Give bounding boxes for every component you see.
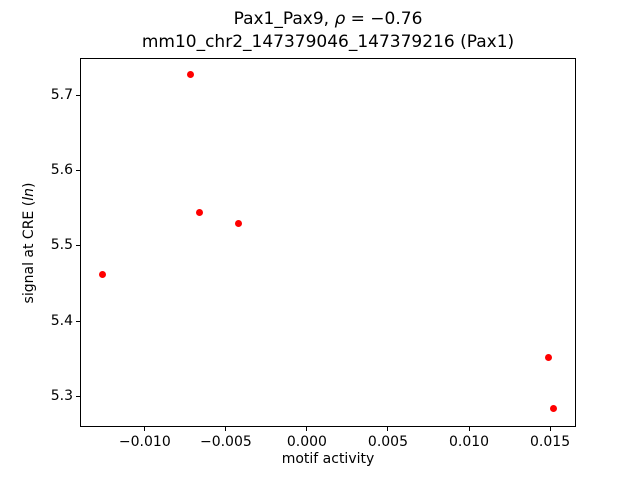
x-tick-mark: [306, 427, 308, 431]
x-tick-mark: [225, 427, 227, 431]
x-tick-label: 0.015: [530, 434, 571, 450]
x-tick-mark: [144, 427, 146, 431]
text-segment: ): [21, 182, 37, 189]
y-tick-label: 5.5: [50, 237, 73, 254]
text-segment: Pax1_Pax9,: [233, 9, 335, 29]
x-tick-label: 0.010: [448, 434, 490, 450]
x-tick-mark: [387, 427, 389, 431]
y-tick-label: 5.3: [50, 387, 73, 404]
data-point: [99, 270, 107, 278]
y-tick-label: 5.4: [50, 312, 73, 329]
y-tick-mark: [76, 95, 80, 97]
text-segment: ρ: [334, 9, 346, 29]
x-tick-mark: [468, 427, 470, 431]
chart-title: Pax1_Pax9, ρ = −0.76 mm10_chr2_147379046…: [80, 8, 576, 54]
plot-area: [80, 58, 576, 427]
data-point: [544, 354, 552, 362]
y-tick-mark: [76, 245, 80, 247]
text-segment: ln: [21, 188, 37, 201]
data-point: [235, 219, 243, 227]
data-point: [196, 208, 204, 216]
y-tick-label: 5.6: [50, 162, 73, 179]
x-tick-label: 0.000: [286, 434, 327, 450]
data-point: [549, 405, 557, 413]
x-tick-label: 0.005: [367, 434, 409, 450]
x-axis-label: motif activity: [281, 451, 375, 467]
y-tick-label: 5.7: [50, 87, 73, 104]
x-tick-label: −0.005: [199, 434, 252, 450]
x-tick-mark: [549, 427, 551, 431]
chart-title-line2: mm10_chr2_147379046_147379216 (Pax1): [141, 32, 515, 52]
y-tick-mark: [76, 170, 80, 172]
x-tick-label: −0.010: [118, 434, 171, 450]
y-tick-mark: [76, 320, 80, 322]
text-segment: = −0.76: [345, 9, 423, 29]
y-tick-mark: [76, 395, 80, 397]
data-point: [186, 71, 194, 79]
chart-title-line1: Pax1_Pax9, ρ = −0.76: [80, 8, 576, 31]
